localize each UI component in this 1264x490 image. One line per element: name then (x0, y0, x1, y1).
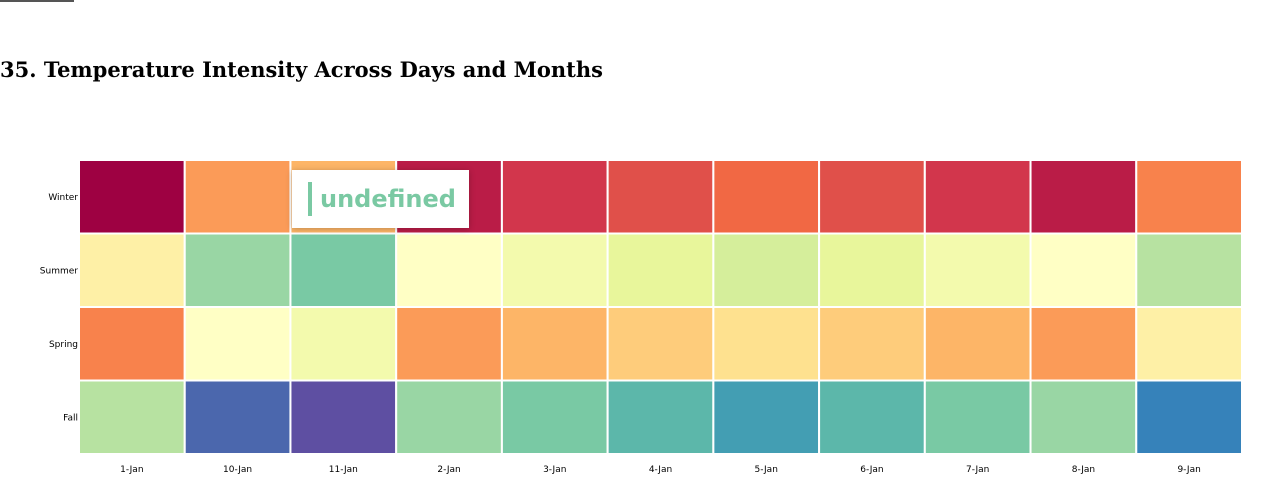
heatmap-cell-fall-6-jan[interactable] (818, 379, 926, 455)
heatmap-cell-summer-4-jan[interactable] (606, 232, 715, 308)
heatmap-cell-winter-10-jan[interactable] (183, 159, 292, 235)
heatmap-cell-winter-7-jan[interactable] (923, 159, 1032, 235)
x-tick-label: 4-Jan (649, 465, 672, 475)
heatmap-cell-spring-4-jan[interactable] (606, 306, 715, 382)
heatmap-cells (78, 159, 1243, 455)
heatmap-cell-summer-9-jan[interactable] (1135, 232, 1243, 308)
heatmap-cell-summer-7-jan[interactable] (923, 232, 1032, 308)
heatmap-cell-summer-2-jan[interactable] (395, 232, 503, 308)
heatmap-cell-winter-8-jan[interactable] (1029, 159, 1138, 235)
heatmap-cell-fall-8-jan[interactable] (1029, 379, 1138, 455)
heatmap-cell-summer-6-jan[interactable] (818, 232, 926, 308)
tooltip-text: undefined (320, 185, 456, 213)
x-tick-label: 10-Jan (223, 465, 252, 475)
heatmap-cell-summer-3-jan[interactable] (500, 232, 609, 308)
y-tick-label: Spring (49, 340, 78, 350)
heatmap-cell-spring-1-jan[interactable] (78, 306, 186, 382)
x-tick-label: 9-Jan (1177, 465, 1200, 475)
heatmap-cell-winter-4-jan[interactable] (606, 159, 715, 235)
y-tick-label: Summer (40, 266, 78, 276)
heatmap-cell-spring-8-jan[interactable] (1029, 306, 1138, 382)
x-tick-label: 2-Jan (437, 465, 460, 475)
page-title: 35. Temperature Intensity Across Days an… (0, 57, 603, 82)
heatmap-cell-winter-6-jan[interactable] (818, 159, 926, 235)
x-tick-label: 8-Jan (1072, 465, 1095, 475)
heatmap-cell-fall-3-jan[interactable] (500, 379, 609, 455)
heatmap-cell-fall-10-jan[interactable] (183, 379, 292, 455)
x-tick-label: 5-Jan (755, 465, 778, 475)
heatmap-cell-fall-5-jan[interactable] (712, 379, 821, 455)
heatmap-cell-summer-10-jan[interactable] (183, 232, 292, 308)
heatmap-cell-spring-11-jan[interactable] (289, 306, 398, 382)
heatmap-cell-spring-3-jan[interactable] (500, 306, 609, 382)
x-tick-label: 11-Jan (329, 465, 358, 475)
x-tick-label: 3-Jan (543, 465, 566, 475)
heatmap-cell-summer-1-jan[interactable] (78, 232, 186, 308)
y-tick-label: Winter (48, 193, 78, 203)
heatmap-cell-spring-10-jan[interactable] (183, 306, 292, 382)
heatmap-cell-winter-9-jan[interactable] (1135, 159, 1243, 235)
y-tick-label: Fall (63, 413, 78, 423)
heatmap-cell-summer-8-jan[interactable] (1029, 232, 1138, 308)
heatmap-cell-fall-11-jan[interactable] (289, 379, 398, 455)
y-axis: Winter Summer Spring Fall (40, 193, 79, 424)
heatmap-cell-fall-4-jan[interactable] (606, 379, 715, 455)
x-tick-label: 6-Jan (860, 465, 883, 475)
heatmap-cell-winter-1-jan[interactable] (78, 159, 186, 235)
top-divider (0, 0, 74, 2)
x-tick-label: 7-Jan (966, 465, 989, 475)
heatmap-cell-fall-7-jan[interactable] (923, 379, 1032, 455)
heatmap-cell-summer-11-jan[interactable] (289, 232, 398, 308)
x-tick-label: 1-Jan (120, 465, 143, 475)
tooltip: undefined (292, 170, 469, 228)
heatmap-cell-spring-6-jan[interactable] (818, 306, 926, 382)
heatmap-cell-fall-2-jan[interactable] (395, 379, 503, 455)
heatmap-cell-winter-5-jan[interactable] (712, 159, 821, 235)
heatmap-cell-spring-9-jan[interactable] (1135, 306, 1243, 382)
heatmap-cell-fall-9-jan[interactable] (1135, 379, 1243, 455)
heatmap-cell-fall-1-jan[interactable] (78, 379, 186, 455)
tooltip-accent-bar (308, 182, 312, 216)
x-axis: 1-Jan 10-Jan 11-Jan 2-Jan 3-Jan 4-Jan 5-Jan 6-J… (120, 465, 1201, 475)
heatmap-cell-winter-3-jan[interactable] (500, 159, 609, 235)
heatmap-cell-summer-5-jan[interactable] (712, 232, 821, 308)
heatmap-cell-spring-5-jan[interactable] (712, 306, 821, 382)
heatmap-cell-spring-7-jan[interactable] (923, 306, 1032, 382)
heatmap-cell-spring-2-jan[interactable] (395, 306, 503, 382)
